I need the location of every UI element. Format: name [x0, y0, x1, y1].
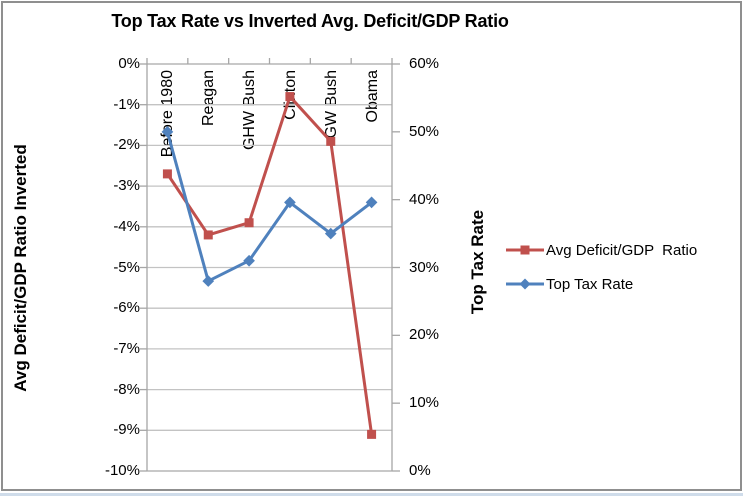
deficit-series-swatch-icon	[506, 245, 544, 255]
right-axis-tick-label: 50%	[409, 122, 440, 140]
chart-title: Top Tax Rate vs Inverted Avg. Deficit/GD…	[111, 11, 509, 31]
category-label: GW Bush	[322, 70, 340, 139]
right-axis-tick-label: 30%	[409, 258, 440, 276]
bottom-edge-strip	[0, 493, 743, 496]
right-axis-tick-label: 60%	[409, 55, 440, 72]
left-axis-tick-label: -6%	[113, 299, 140, 317]
category-label: Before 1980	[159, 70, 177, 158]
left-axis-tick-label: -9%	[113, 421, 140, 439]
legend-item-taxrate: Top Tax Rate	[506, 272, 697, 296]
right-axis-tick-label: 0%	[409, 462, 431, 479]
legend-label: Avg Deficit/GDP Ratio	[546, 241, 698, 259]
left-axis-tick-label: -2%	[113, 136, 140, 154]
left-axis-tick-label: -4%	[113, 217, 140, 235]
taxrate-series-swatch-icon	[506, 278, 544, 290]
legend-label: Top Tax Rate	[546, 275, 634, 293]
category-label: GHW Bush	[241, 70, 259, 151]
left-axis-tick-label: -1%	[113, 95, 140, 113]
left-axis-tick-label: -8%	[113, 380, 140, 398]
category-label: Obama	[363, 70, 381, 123]
category-label: Clinton	[281, 70, 299, 120]
left-axis-tick-label: -10%	[104, 462, 140, 479]
left-axis-title: Avg Deficit/GDP Ratio Inverted	[11, 144, 30, 392]
category-label: Reagan	[200, 70, 218, 127]
left-axis-tick-label: 0%	[118, 55, 140, 72]
right-axis-tick-label: 20%	[409, 326, 440, 344]
left-axis-tick-label: -7%	[113, 339, 140, 357]
right-axis-tick-label: 40%	[409, 190, 440, 208]
legend: Avg Deficit/GDP Ratio Top Tax Rate	[506, 238, 697, 306]
right-axis-tick-label: 10%	[409, 394, 440, 412]
right-axis-title: Top Tax Rate	[468, 209, 487, 315]
legend-item-deficit: Avg Deficit/GDP Ratio	[506, 238, 697, 262]
left-axis-tick-label: -5%	[113, 258, 140, 276]
left-axis-tick-label: -3%	[113, 177, 140, 195]
